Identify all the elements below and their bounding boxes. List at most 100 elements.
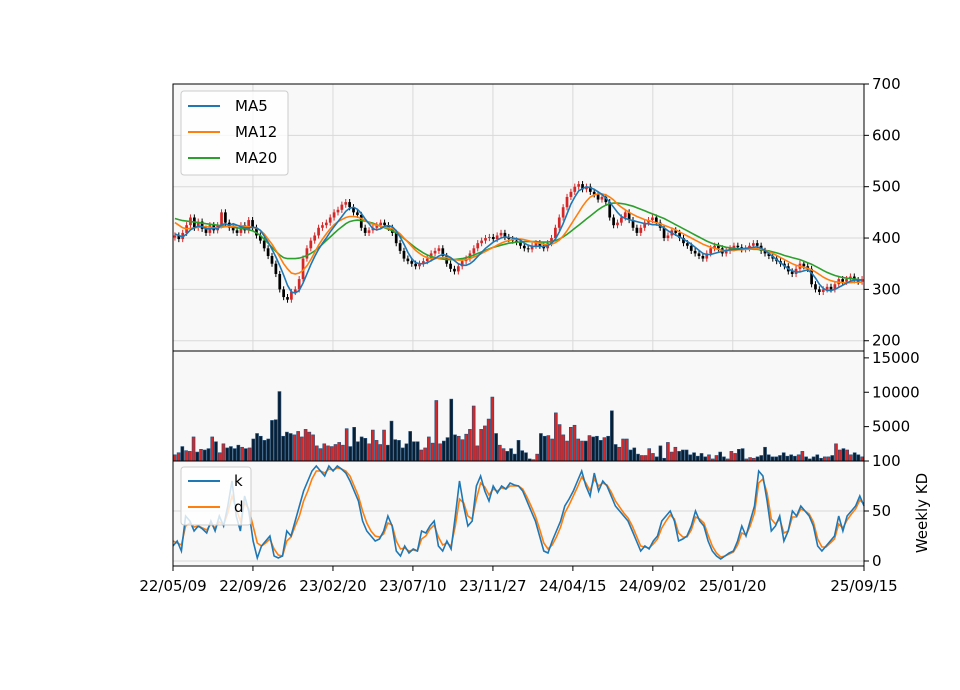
- candle-body: [767, 253, 771, 257]
- legend-ma12-label: MA12: [235, 123, 277, 141]
- volume-bar: [412, 441, 416, 462]
- volume-bar: [722, 456, 726, 462]
- volume-bar: [621, 438, 625, 462]
- candle-body: [321, 225, 324, 228]
- kd-legend: k d: [180, 466, 252, 526]
- volume-bar: [550, 438, 554, 462]
- candle-body: [755, 243, 759, 246]
- candle-body: [732, 245, 736, 249]
- candle-body: [701, 256, 705, 259]
- volume-bar: [311, 434, 315, 462]
- candle-body: [173, 235, 177, 238]
- volume-bar: [606, 435, 610, 462]
- candle-body: [262, 240, 266, 249]
- x-tick-label: 25/01/20: [699, 577, 766, 595]
- volume-bar: [707, 454, 711, 462]
- volume-bar: [247, 447, 252, 462]
- volume-bar: [400, 447, 405, 462]
- volume-bar: [852, 452, 857, 462]
- volume-bar: [811, 456, 816, 462]
- candle-body: [717, 245, 720, 249]
- volume-bar: [285, 431, 289, 462]
- candle-body: [623, 212, 627, 218]
- volume-bar: [486, 418, 491, 462]
- candle-body: [491, 237, 495, 240]
- candle-body: [689, 245, 693, 251]
- moving-average-lines: [174, 185, 863, 294]
- candle-body: [301, 258, 305, 280]
- volume-bar: [494, 433, 498, 462]
- volume-bar: [598, 440, 603, 462]
- volume-bar: [229, 446, 233, 462]
- candle-body: [453, 268, 456, 272]
- candle-body: [375, 225, 379, 228]
- volume-bar: [516, 440, 521, 462]
- volume-bar: [613, 444, 618, 462]
- candle-body: [608, 202, 612, 218]
- candle-body: [406, 258, 410, 262]
- candle-body: [379, 222, 383, 226]
- candle-body: [802, 263, 806, 267]
- legend-k-label: k: [234, 472, 243, 490]
- volume-bar: [471, 405, 476, 462]
- volume-bar: [176, 452, 181, 462]
- candle-body: [530, 245, 534, 250]
- candle-body: [550, 238, 553, 244]
- candle-body: [639, 227, 643, 233]
- volume-bar: [191, 436, 196, 462]
- volume-bar: [262, 440, 267, 462]
- candle-body: [367, 230, 371, 233]
- legend-ma5-label: MA5: [235, 97, 268, 115]
- price-tick-label: 300: [872, 280, 901, 298]
- candle-body: [554, 227, 557, 239]
- volume-bar: [781, 452, 786, 462]
- candle-body: [678, 232, 681, 239]
- kd-k-line: [172, 464, 865, 561]
- volume-bar: [277, 391, 282, 462]
- candle-body: [856, 280, 860, 282]
- volume-bar: [841, 448, 846, 462]
- volume-bar: [815, 454, 820, 462]
- kd-panel-frame: [172, 460, 865, 567]
- candle-body: [437, 248, 441, 251]
- candle-body: [433, 250, 437, 254]
- candle-body: [484, 238, 487, 241]
- x-tick-label: 22/09/26: [219, 577, 286, 595]
- candle-body: [697, 253, 701, 257]
- candle-body: [251, 220, 254, 228]
- volume-bar: [367, 443, 371, 462]
- legend-ma20-label: MA20: [235, 149, 277, 167]
- candle-body: [274, 263, 278, 274]
- volume-bar: [423, 447, 427, 462]
- volume-bar: [542, 435, 547, 462]
- volume-bar: [804, 456, 808, 462]
- volume-bar: [681, 449, 685, 462]
- kd-y-ticks: 0 50 100: [864, 452, 901, 570]
- volume-bar: [322, 443, 327, 462]
- volume-bar: [763, 446, 767, 462]
- candle-body: [557, 217, 561, 228]
- candle-body: [565, 196, 569, 208]
- volume-bar: [692, 452, 696, 462]
- candle-body: [643, 222, 647, 228]
- volume-bar: [232, 448, 237, 462]
- volume-bar: [389, 420, 394, 462]
- volume-bar: [714, 455, 719, 462]
- candle-body: [845, 279, 848, 282]
- candle-body: [654, 217, 658, 223]
- volume-bar: [673, 446, 678, 462]
- volume-bar: [625, 438, 629, 462]
- candle-body: [278, 273, 282, 290]
- volume-bar: [759, 455, 764, 462]
- volume-bar: [378, 444, 383, 462]
- volume-bar: [464, 433, 469, 462]
- volume-bar: [796, 454, 801, 462]
- volume-bar: [404, 443, 409, 462]
- volume-bar: [610, 410, 614, 462]
- candle-body: [356, 212, 359, 215]
- candle-body: [476, 243, 480, 249]
- candle-body: [394, 232, 398, 244]
- volume-bar: [643, 455, 648, 462]
- volume-bar: [479, 429, 483, 462]
